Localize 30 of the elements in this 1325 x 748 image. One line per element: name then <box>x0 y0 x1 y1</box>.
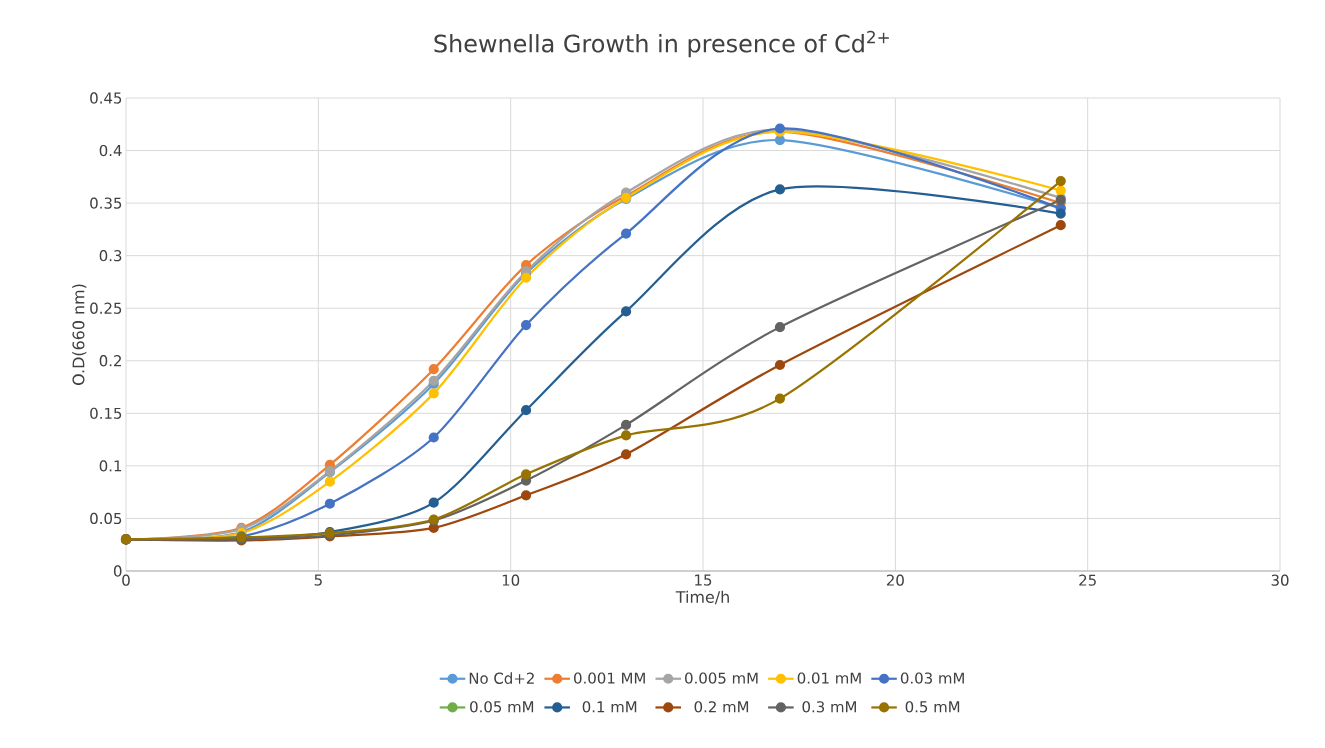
legend-label: No Cd+2 <box>469 672 534 684</box>
x-tick-label: 20 <box>886 574 904 586</box>
legend-label: 0.005 mM <box>685 672 758 684</box>
legend-label: 0.2 mM <box>694 701 749 713</box>
x-tick-label: 0 <box>122 574 130 586</box>
x-tick-label: 25 <box>1079 574 1096 586</box>
legend-label: 0.1 mM <box>582 701 637 713</box>
legend-label: 0.05 mM <box>470 701 534 713</box>
y-tick-label: 0.1 <box>99 460 122 472</box>
y-tick-label: 0.2 <box>99 355 121 367</box>
legend-label: 0.01 mM <box>797 672 861 684</box>
y-tick-label: 0.05 <box>90 512 122 525</box>
y-tick-label: 0.35 <box>90 197 122 209</box>
legend-label: 0.001 MM <box>574 672 645 684</box>
x-tick-label: 30 <box>1271 574 1289 586</box>
y-tick-label: 0.3 <box>99 250 122 262</box>
legend-label: 0.03 mM <box>900 672 964 684</box>
legend-label: 0.5 mM <box>905 701 960 713</box>
y-tick-label: 0.45 <box>90 92 122 104</box>
y-tick-label: 0.4 <box>99 144 122 157</box>
x-tick-label: 10 <box>502 574 520 586</box>
x-axis-title: Time/h <box>675 590 729 605</box>
y-axis-title: O.D(660 nm) <box>72 284 87 386</box>
y-tick-label: 0.25 <box>90 302 122 314</box>
chart-title: Shewnella Growth in presence of Cd$^{2+}$ <box>434 30 889 58</box>
legend-label: 0.3 mM <box>802 701 856 713</box>
x-tick-label: 15 <box>695 574 712 586</box>
y-tick-label: 0 <box>113 565 122 577</box>
y-tick-label: 0.15 <box>90 407 122 419</box>
x-tick-label: 5 <box>314 574 322 586</box>
